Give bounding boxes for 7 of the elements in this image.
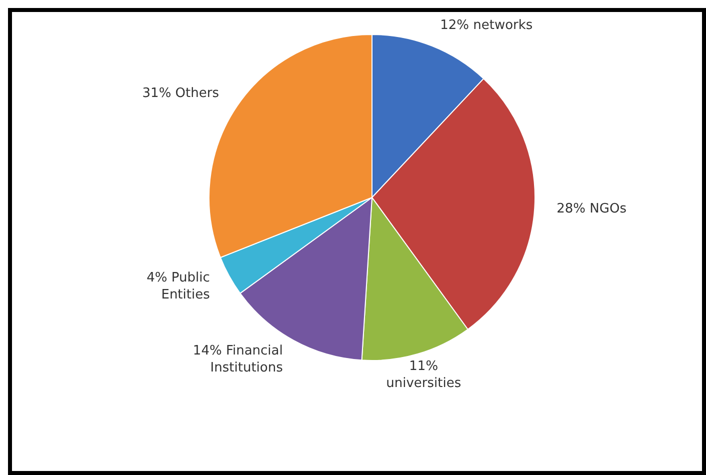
slice-label: 12% networks (440, 18, 533, 33)
slice-label: 4% Public Entities (146, 270, 210, 302)
data-label: 11% (409, 359, 438, 374)
slice-label: 28% NGOs (556, 201, 627, 216)
slice-label: 31% Others (142, 86, 220, 101)
slice-label: 14% Financial Institutions (192, 343, 284, 376)
slice-label: universities (386, 376, 462, 392)
